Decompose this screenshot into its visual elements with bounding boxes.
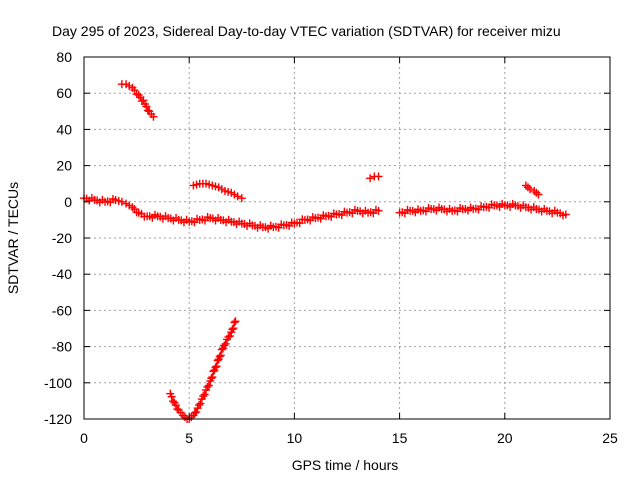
data-point-marker [192,408,201,417]
y-tick-label: -20 [52,230,72,246]
data-point-marker [526,185,535,194]
data-point-marker [195,401,204,410]
data-point-marker [230,318,239,327]
data-point-marker [231,317,240,326]
data-point-marker [225,332,234,341]
data-point-marker [534,190,543,199]
x-tick-label: 5 [185,430,193,446]
data-point-marker [217,345,226,354]
data-point-marker [199,392,208,401]
data-point-marker [200,390,209,399]
data-point-marker [229,324,238,333]
data-point-marker [117,197,126,206]
chart-title: Day 295 of 2023, Sidereal Day-to-day VTE… [52,23,561,39]
grid [84,57,610,419]
data-point-marker [224,332,233,341]
data-point-marker [142,102,151,111]
data-marks [80,80,570,423]
data-point-marker [374,206,383,215]
data-point-marker [143,106,152,115]
data-point-marker [207,374,216,383]
data-point-marker [366,174,375,183]
data-point-marker [208,373,217,382]
data-point-marker [215,352,224,361]
x-tick-label: 15 [392,430,408,446]
x-tick-label: 10 [287,430,303,446]
data-point-marker [220,341,229,350]
plot-frame [83,56,611,420]
data-point-marker [561,210,570,219]
data-point-marker [190,408,199,417]
y-tick-label: -60 [52,302,72,318]
y-tick-label: -40 [52,266,72,282]
x-tick-label: 0 [80,430,88,446]
x-tick-label: 25 [602,430,618,446]
data-point-marker [139,96,148,105]
y-tick-label: 80 [56,49,72,65]
data-point-marker [237,194,246,203]
data-point-marker [228,325,237,334]
data-point-marker [171,401,180,410]
data-point-marker [211,363,220,372]
y-tick-label: -120 [44,411,72,427]
data-point-marker [233,192,242,201]
y-axis-label: SDTVAR / TECUs [5,182,21,294]
y-tick-label: 40 [56,121,72,137]
data-point-marker [221,339,230,348]
x-axis-label: GPS time / hours [292,457,399,473]
data-point-marker [203,383,212,392]
axis-ticks: 0 5 10 15 20 25 -120 -100 -80 -60 -40 -20 0 20 40 60 80 [44,49,618,446]
y-tick-label: -80 [52,339,72,355]
y-tick-label: 60 [56,85,72,101]
data-point-marker [204,381,213,390]
data-point-marker [374,172,383,181]
data-point-marker [216,351,225,360]
data-point-marker [167,392,176,401]
data-point-marker [149,112,158,121]
data-point-marker [196,399,205,408]
x-tick-label: 20 [497,430,513,446]
y-tick-label: 0 [64,194,72,210]
data-point-marker [173,405,182,414]
y-tick-label: 20 [56,158,72,174]
data-point-marker [212,362,221,371]
y-tick-label: -100 [44,375,72,391]
